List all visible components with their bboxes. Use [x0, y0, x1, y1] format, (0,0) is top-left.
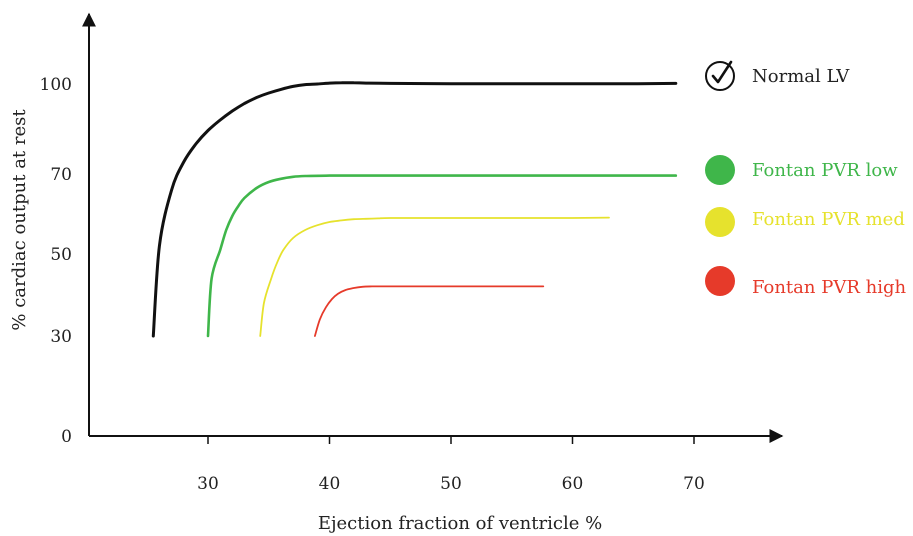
series-line-fontan-pvr-low [206, 174, 678, 338]
series-lines [151, 81, 678, 338]
y-axis-ticks: 0 30 50 70 100 [40, 75, 72, 447]
legend-label-fontan-pvr-high: Fontan PVR high [752, 277, 906, 298]
y-tick-label: 0 [61, 427, 72, 447]
legend-label-fontan-pvr-med: Fontan PVR med [752, 209, 905, 230]
legend-marker-red-circle [705, 266, 735, 296]
x-tick-label: 50 [440, 474, 462, 494]
x-tick-label: 30 [197, 474, 219, 494]
y-tick-label: 30 [50, 327, 72, 347]
y-tick-label: 50 [50, 245, 72, 265]
series-line-normal-lv [151, 81, 678, 338]
legend-item-normal-lv: Normal LV [705, 60, 850, 91]
legend-item-fontan-pvr-low: Fontan PVR low [705, 155, 898, 185]
legend-marker-yellow-circle [705, 207, 735, 237]
x-axis-ticks: 30 40 50 60 70 [197, 436, 705, 494]
series-line-fontan-pvr-med [259, 216, 610, 337]
check-circle-icon [705, 60, 735, 91]
legend: Normal LV Fontan PVR low Fontan PVR med … [705, 60, 906, 298]
x-axis-label: Ejection fraction of ventricle % [318, 513, 602, 534]
legend-item-fontan-pvr-high: Fontan PVR high [705, 266, 906, 298]
x-tick-label: 40 [319, 474, 341, 494]
x-tick-label: 70 [683, 474, 705, 494]
legend-label-normal-lv: Normal LV [752, 66, 850, 87]
y-axis-label: % cardiac output at rest [9, 109, 30, 331]
y-tick-label: 100 [40, 75, 72, 95]
legend-marker-green-circle [705, 155, 735, 185]
x-tick-label: 60 [562, 474, 584, 494]
legend-item-fontan-pvr-med: Fontan PVR med [705, 207, 905, 237]
y-tick-label: 70 [50, 165, 72, 185]
series-line-fontan-pvr-high [314, 285, 545, 337]
legend-label-fontan-pvr-low: Fontan PVR low [752, 160, 898, 181]
